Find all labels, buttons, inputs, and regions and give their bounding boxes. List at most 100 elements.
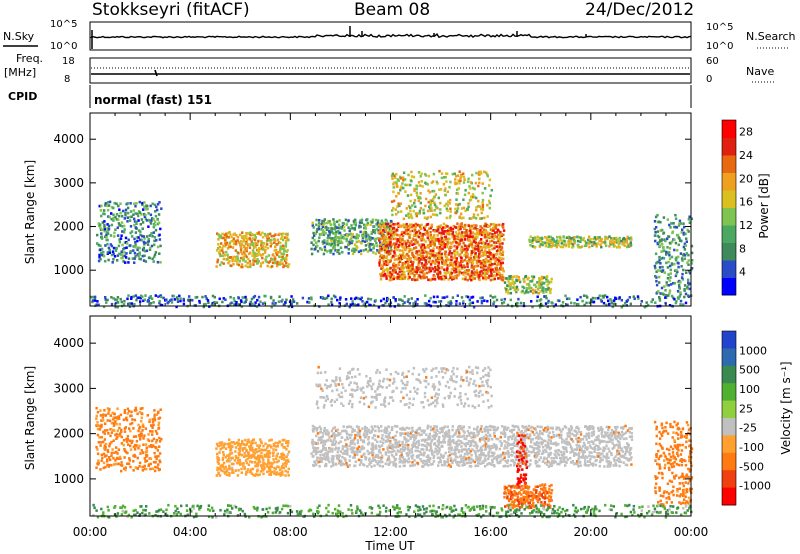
power-cell xyxy=(623,244,626,247)
power-cell xyxy=(401,273,404,277)
velocity-cell xyxy=(246,457,249,461)
beam-title: Beam 08 xyxy=(354,0,430,20)
velocity-cell xyxy=(96,452,100,456)
power-cell xyxy=(101,221,104,224)
velocity-cell xyxy=(139,425,142,429)
velocity-cell xyxy=(157,463,160,466)
velocity-cell xyxy=(423,438,426,442)
power-cell xyxy=(425,275,428,279)
power-cell xyxy=(423,272,426,276)
power-cell xyxy=(476,244,480,248)
velocity-cell xyxy=(96,448,99,451)
power-cell xyxy=(372,228,375,232)
power-cell xyxy=(421,246,425,250)
power-cell xyxy=(637,297,640,300)
power-cell xyxy=(433,203,437,207)
power-cell xyxy=(669,226,672,229)
power-cell xyxy=(310,252,314,256)
velocity-cell xyxy=(369,461,373,464)
power-cell xyxy=(230,264,233,268)
velocity-cell xyxy=(356,431,359,434)
power-cell xyxy=(409,206,412,210)
power-cell xyxy=(116,234,120,237)
velocity-cell xyxy=(245,461,249,465)
power-cell xyxy=(464,238,467,241)
velocity-cell xyxy=(143,434,146,438)
power-cell xyxy=(407,173,410,177)
power-cell xyxy=(348,240,351,244)
power-cell xyxy=(339,296,342,299)
velocity-cell xyxy=(401,448,404,451)
power-cell xyxy=(404,265,407,269)
velocity-cell xyxy=(364,427,367,430)
power-cell xyxy=(179,299,182,303)
power-cell xyxy=(440,277,443,281)
power-cell xyxy=(151,234,154,238)
velocity-cell xyxy=(350,446,353,449)
power-cell xyxy=(234,249,237,252)
velocity-cell xyxy=(333,438,336,441)
power-cell xyxy=(494,260,497,263)
power-cell xyxy=(110,223,114,227)
power-cell xyxy=(227,261,230,265)
power-cell xyxy=(469,227,472,230)
velocity-cell xyxy=(407,446,410,450)
power-cell xyxy=(350,297,353,300)
velocity-cell xyxy=(268,439,271,442)
power-cell xyxy=(325,242,329,246)
power-cell xyxy=(432,240,435,244)
power-cell xyxy=(211,294,215,298)
power-cell xyxy=(475,224,478,227)
power-cell xyxy=(433,243,436,246)
velocity-cell xyxy=(255,462,258,465)
power-cell xyxy=(494,253,498,256)
power-cell xyxy=(506,284,509,287)
power-cell xyxy=(458,182,461,185)
velocity-cell xyxy=(150,445,153,449)
power-cell xyxy=(137,246,140,250)
power-cell xyxy=(444,250,447,254)
power-cell xyxy=(388,228,391,231)
power-cell xyxy=(481,264,484,267)
velocity-cell xyxy=(237,456,240,460)
power-cell xyxy=(546,279,550,282)
power-cell xyxy=(411,268,414,271)
power-cell xyxy=(536,235,539,239)
power-cell xyxy=(511,278,514,281)
power-cell xyxy=(464,189,467,192)
velocity-cell xyxy=(118,417,121,420)
velocity-cell xyxy=(118,455,122,459)
velocity-cell xyxy=(372,448,375,451)
power-cell xyxy=(438,245,442,249)
velocity-cell xyxy=(397,442,400,445)
power-cell xyxy=(391,232,394,235)
power-cell xyxy=(455,260,458,263)
power-cell xyxy=(381,225,384,228)
power-cell xyxy=(407,269,410,273)
power-cell xyxy=(395,172,398,176)
power-cell xyxy=(432,247,435,250)
velocity-cell xyxy=(143,464,146,468)
velocity-cell xyxy=(260,440,263,444)
power-cell xyxy=(118,238,121,241)
velocity-cell xyxy=(407,457,410,460)
power-cell xyxy=(498,245,501,248)
power-cell xyxy=(498,271,501,275)
velocity-cell xyxy=(123,430,127,433)
power-cell xyxy=(481,191,484,195)
velocity-cell xyxy=(119,463,123,467)
velocity-cell xyxy=(323,429,326,433)
power-cell xyxy=(100,235,103,238)
power-cell xyxy=(284,301,287,304)
power-cell xyxy=(321,240,324,243)
power-cell xyxy=(436,225,439,229)
power-cell xyxy=(465,272,468,275)
power-cell xyxy=(546,242,549,245)
power-cell xyxy=(528,284,531,287)
power-cell xyxy=(222,244,225,248)
power-cell xyxy=(421,248,424,252)
power-cell xyxy=(91,299,95,302)
power-cell xyxy=(232,255,235,259)
power-cell xyxy=(547,287,550,290)
power-cell xyxy=(656,241,659,245)
